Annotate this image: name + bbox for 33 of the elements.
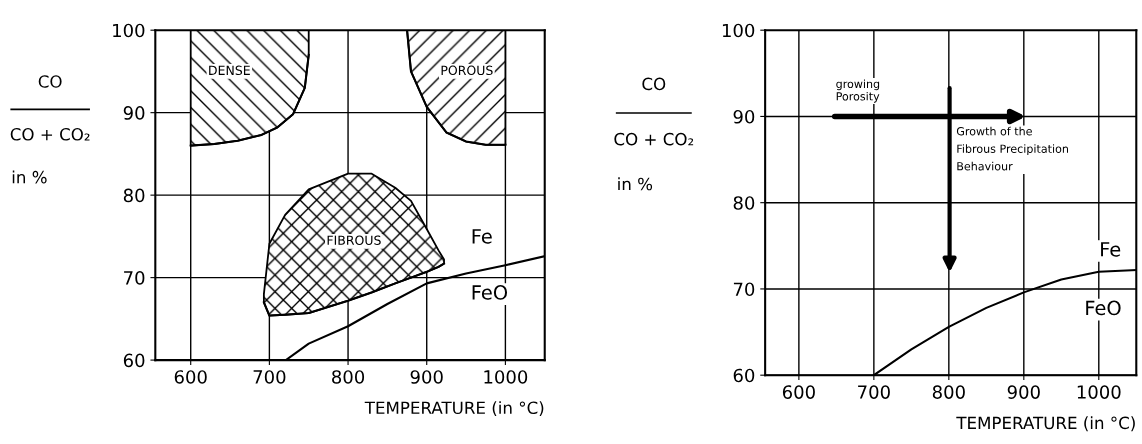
x-axis-title: TEMPERATURE (in °C) [956,416,1135,432]
y-tick-label: 60 [123,353,145,368]
annotation: DENSE [209,65,250,76]
y-tick-label: 90 [123,106,145,120]
y-tick-label: 70 [124,271,145,285]
y-tick-label: 70 [733,282,755,297]
x-tick-label: 700 [858,385,890,399]
annotation: FeO [1086,300,1121,316]
y-tick-label: 90 [733,109,755,124]
y-tick-label: 100 [722,23,755,38]
y-tick-label: 100 [113,23,145,38]
x-tick-label: 800 [932,385,965,399]
annotation: POROUS [441,65,493,76]
annotation: Growth of the Fibrous Precipitation Behaviour [956,126,1068,171]
x-tick-label: 1000 [1077,385,1121,399]
annotation: Fe [472,229,492,244]
annotation: FeO [472,285,508,300]
text: CO CO + CO₂ in % [10,75,90,184]
x-tick-label: 900 [410,370,443,384]
y-tick-label: 60 [733,368,755,383]
y-tick-label: 80 [123,188,145,203]
x-tick-label: 700 [253,370,286,384]
annotation: Fe [1101,242,1121,257]
x-tick-label: 1000 [484,370,528,384]
x-tick-label: 800 [332,370,365,384]
x-tick-label: 900 [1007,385,1040,399]
x-tick-label: 600 [174,370,207,384]
annotation: growing Porosity [836,79,880,103]
x-tick-label: 600 [782,385,815,399]
annotation: FIBROUS [327,235,381,245]
y-tick-label: 80 [733,196,755,210]
text: CO CO + CO₂ in % [614,77,694,191]
x-axis-title: TEMPERATURE (in °C) [364,401,544,417]
